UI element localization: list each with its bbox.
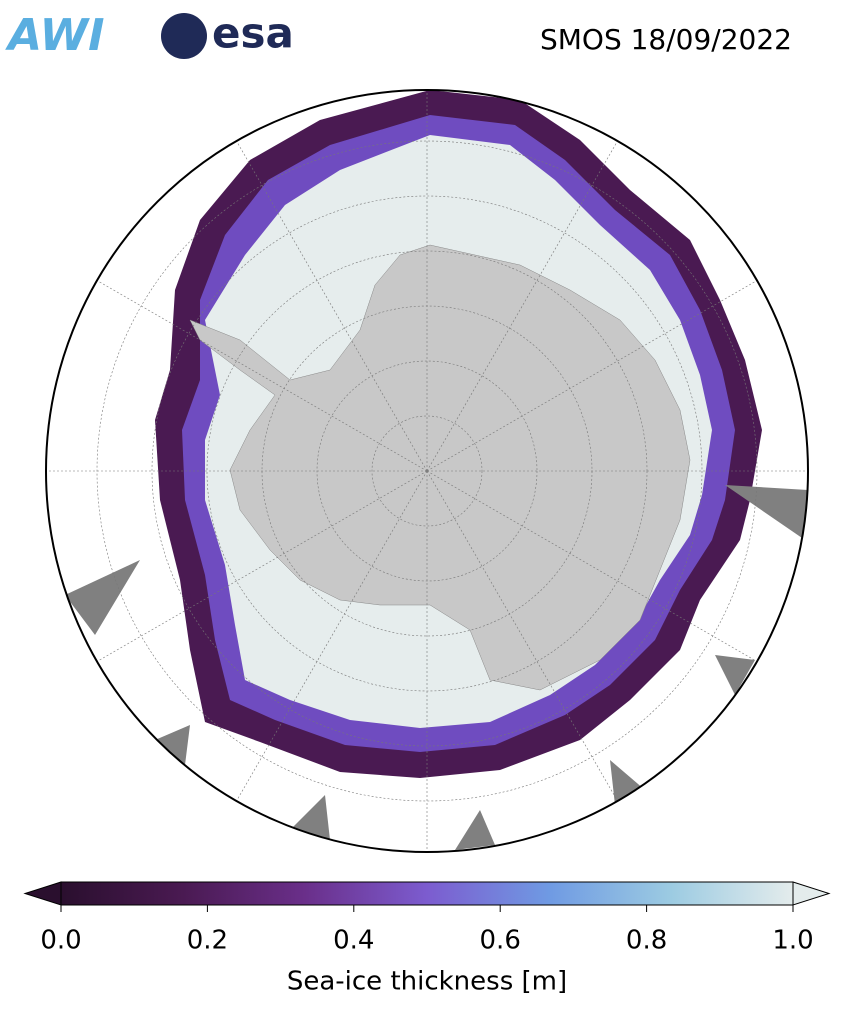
colorbar-ramp <box>60 881 794 906</box>
esa-emblem <box>161 13 207 59</box>
colorbar-tick-label: 0.8 <box>626 926 667 956</box>
colorbar-tick-label: 1.0 <box>772 926 813 956</box>
colorbar-tick-label: 0.0 <box>40 926 81 956</box>
colorbar-tick-label: 0.2 <box>187 926 228 956</box>
awi-logo: AWI <box>5 10 105 61</box>
antarctica <box>189 244 691 691</box>
colorbar-extend-low <box>23 881 62 906</box>
colorbar-tick-label: 0.6 <box>480 926 521 956</box>
graticule <box>46 90 808 852</box>
colorbar: 0.0 0.2 0.4 0.6 0.8 1.0 <box>23 881 831 956</box>
map <box>46 90 808 852</box>
colorbar-label: Sea-ice thickness [m] <box>287 967 567 997</box>
colorbar-tick-label: 0.4 <box>333 926 374 956</box>
map-title: SMOS 18/09/2022 <box>540 23 792 56</box>
map-frame <box>45 89 809 853</box>
colorbar-extend-high <box>792 881 831 906</box>
esa-logo: esa <box>212 9 294 58</box>
